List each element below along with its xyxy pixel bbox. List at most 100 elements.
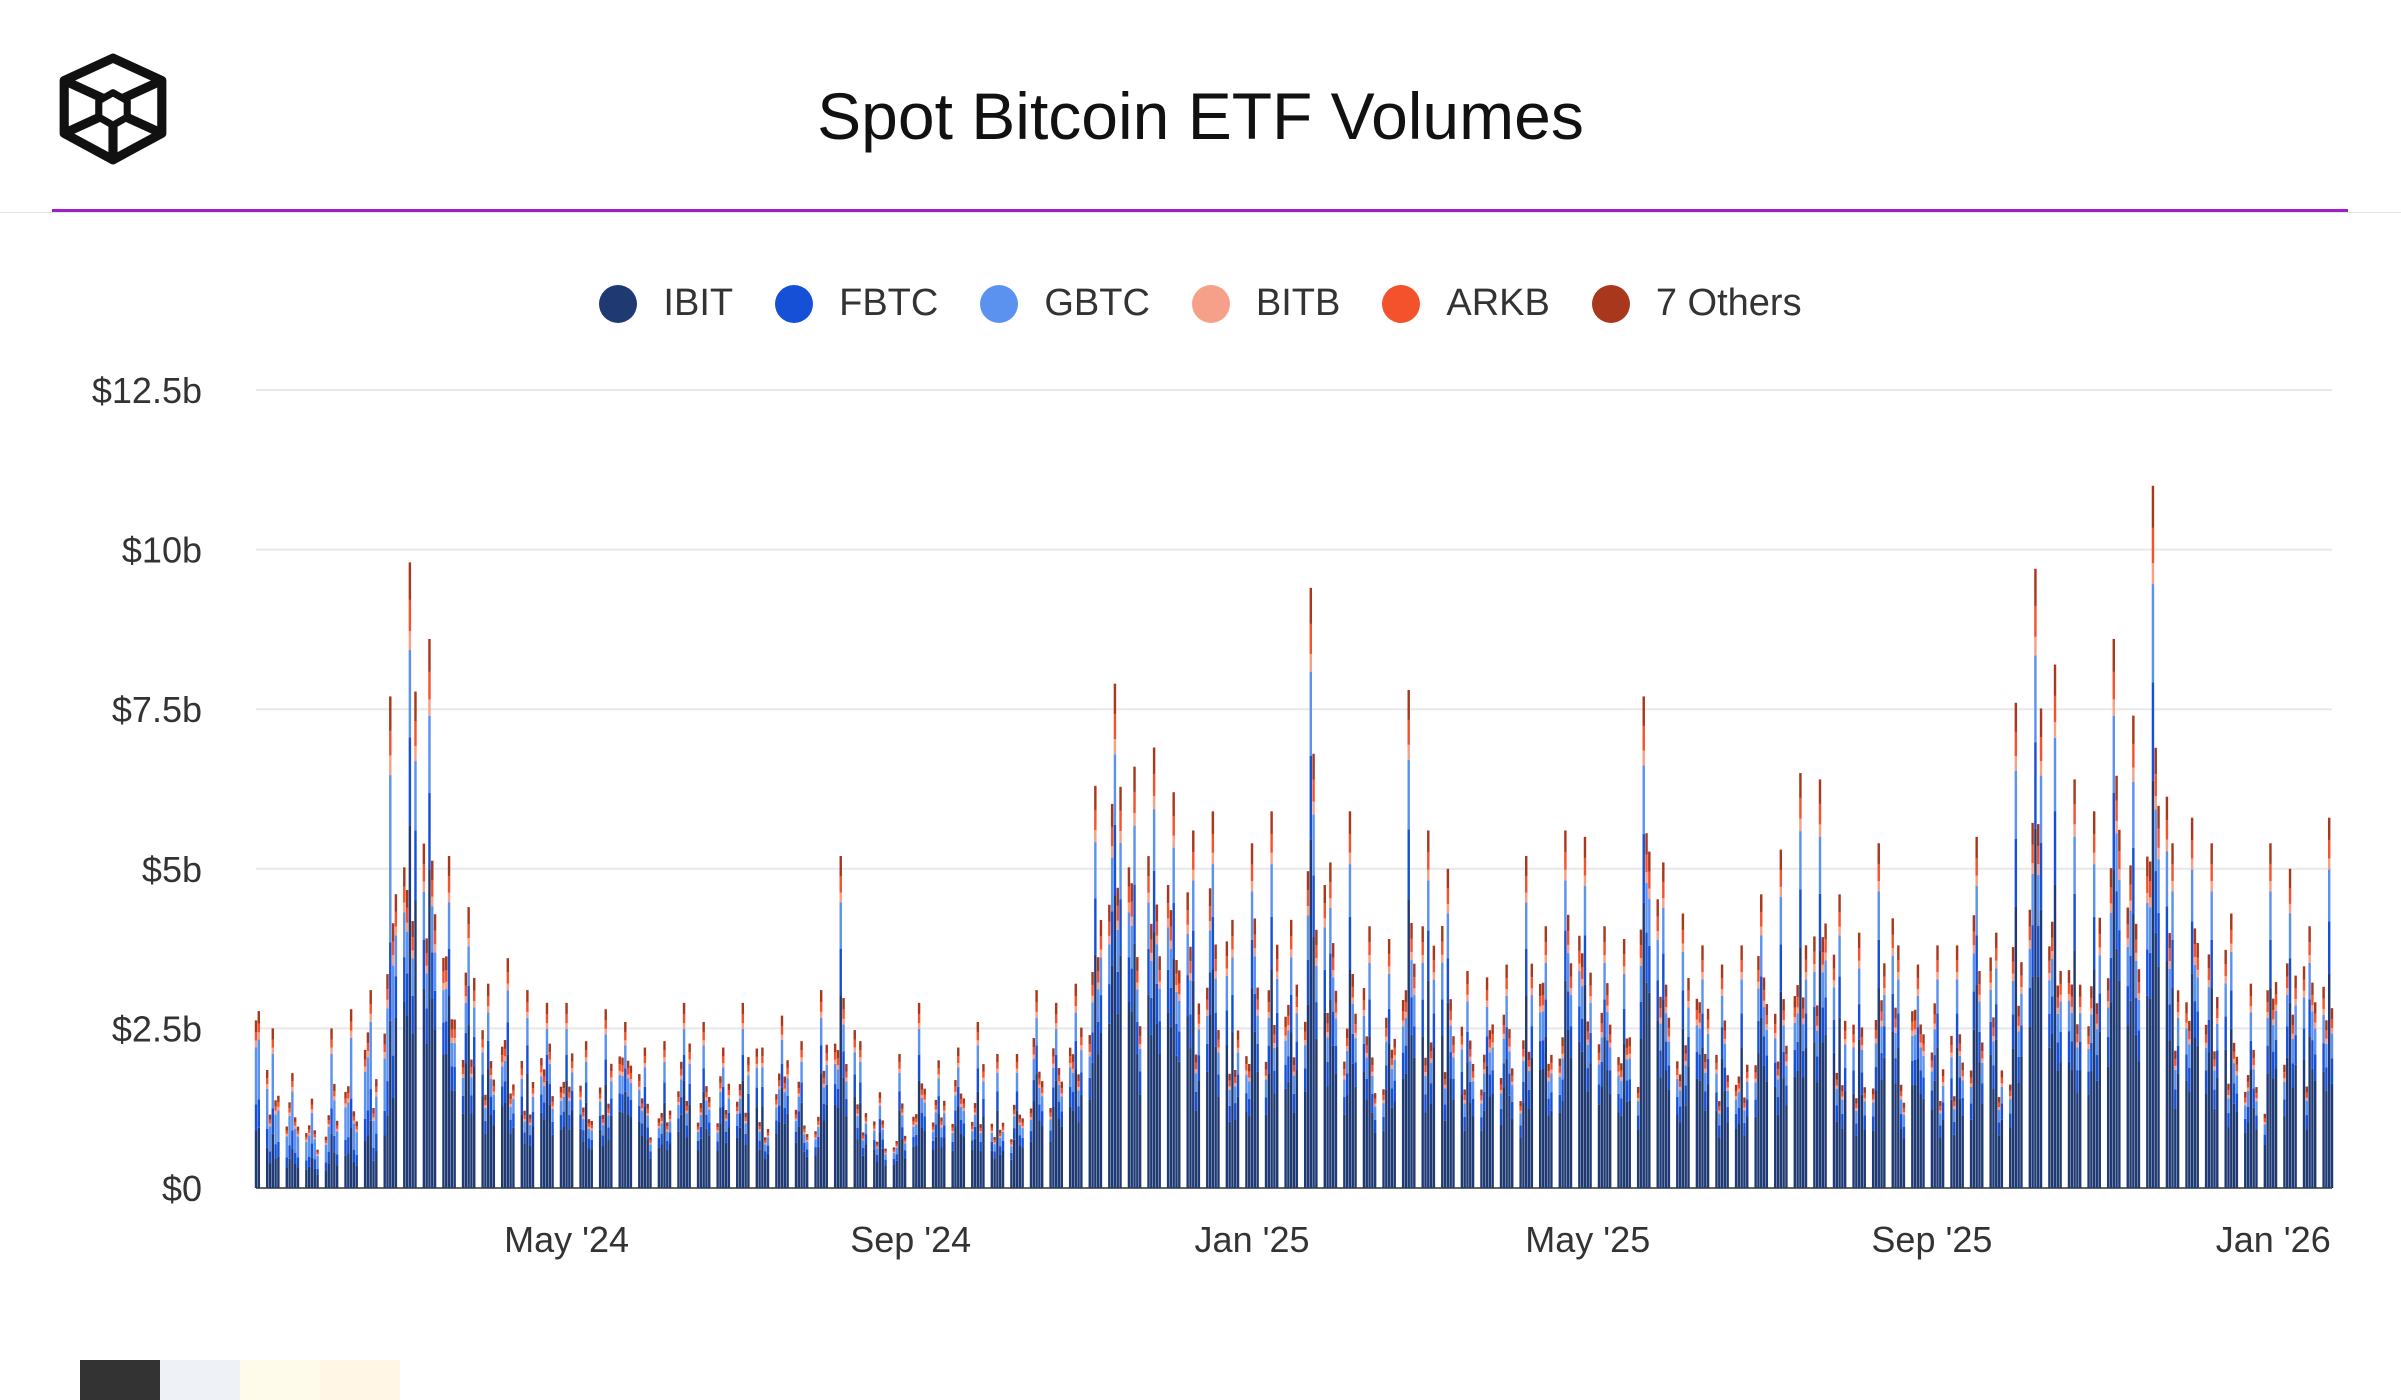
bar-segment [895,1160,898,1188]
bar-segment [1256,999,1259,1010]
bar-segment [1480,1089,1483,1096]
bar-segment [1147,995,1150,1188]
bar-segment [1547,1081,1550,1099]
bar-segment [1502,1033,1506,1039]
bar-segment [1365,1036,1368,1046]
bar-segment [2095,1054,2099,1081]
legend-item[interactable]: 7 Others [1591,282,1802,325]
bar-segment [1452,1052,1455,1058]
bar-segment [1225,956,1229,969]
bar-segment [1628,1058,1631,1080]
bar-segment [324,1144,328,1163]
bar-segment [291,1081,294,1087]
bar-segment [2037,845,2040,865]
bar-segment [716,1123,719,1128]
bar-segment [943,1137,946,1188]
bar-segment [2011,980,2015,1015]
bar-segment [1441,999,1444,1037]
legend-item[interactable]: BITB [1191,282,1340,325]
bar-segment [794,1114,798,1119]
bar-segment [833,1084,837,1105]
bar-segment [859,1082,862,1103]
bar-segment [957,1063,960,1068]
bar-segment [2204,1042,2208,1048]
bar-segment [1522,1056,1525,1062]
bar-segment [1362,1044,1366,1073]
bar-segment [2274,1004,2278,1011]
bar-segment [394,894,398,912]
bar-segment [1264,1114,1268,1188]
bar-segment [2244,1097,2247,1103]
bar-segment [1460,1026,1464,1037]
bar-segment [1547,1098,1550,1117]
bar-segment [1365,1100,1368,1188]
bar-segment [610,1115,613,1188]
bar-segment [1267,1017,1271,1046]
legend-item[interactable]: IBIT [599,282,733,325]
bar-segment [943,1125,946,1138]
bar-segment [1715,1054,1718,1063]
bar-segment [976,1068,980,1092]
bar-segment [1550,1110,1553,1188]
bar-segment [1449,1019,1452,1026]
bar-segment [917,1028,921,1055]
bar-segment [1622,1008,1626,1044]
bar-segment [487,1006,490,1013]
bar-segment [274,1114,277,1145]
bar-segment [1706,1058,1710,1085]
bar-segment [1583,935,1587,985]
bar-segment [2302,997,2306,1029]
bar-segment [528,1118,532,1123]
bar-segment [2011,1014,2015,1049]
bar-segment [677,1131,680,1188]
bar-segment [775,1104,778,1108]
legend-item[interactable]: ARKB [1382,282,1550,325]
bar-segment [663,1049,666,1058]
bar-segment [1382,1095,1385,1101]
bar-segment [1077,1074,1080,1082]
bar-segment [2134,923,2138,940]
bar-segment [1525,892,1528,903]
bar-segment [1606,1040,1609,1070]
bar-segment [744,1144,747,1188]
bar-segment [1192,880,1195,931]
bar-segment [1785,1054,1788,1062]
bar-segment [1130,916,1133,926]
bar-segment [1331,969,1335,978]
bar-segment [1754,1116,1757,1188]
bar-segment [565,1080,568,1188]
bar-segment [2274,1068,2278,1188]
bar-segment [1779,897,1783,945]
bar-segment [2269,863,2272,882]
bar-segment [1852,1042,1855,1048]
bar-segment [296,1126,300,1131]
bar-segment [761,1047,764,1056]
bar-segment [705,1114,708,1129]
bar-segment [1628,1100,1631,1188]
bar-segment [288,1112,291,1117]
bar-segment [859,1061,862,1083]
bar-segment [2014,906,2018,1188]
bar-segment [1757,981,1760,989]
bar-segment [2168,968,2171,1005]
legend-item[interactable]: GBTC [980,282,1150,325]
bar-segment [2034,828,2037,1188]
bar-segment [467,907,470,924]
bar-segment [330,1047,333,1054]
bar-segment [666,1131,669,1141]
bar-segment [1648,992,1651,1188]
bar-segment [1110,857,1114,912]
bar-segment [2302,990,2306,998]
bar-segment [1035,1017,1038,1046]
bar-segment [646,1127,649,1140]
bar-segment [640,1098,644,1104]
bar-segment [582,1116,585,1119]
bar-segment [685,1125,689,1138]
legend-item[interactable]: FBTC [775,282,938,325]
bar-segment [1527,1089,1531,1109]
bar-segment [990,1132,994,1142]
bar-segment [1287,1015,1290,1026]
bar-segment [1256,1043,1259,1072]
bar-segment [1147,949,1150,996]
bar-segment [2283,1072,2286,1079]
